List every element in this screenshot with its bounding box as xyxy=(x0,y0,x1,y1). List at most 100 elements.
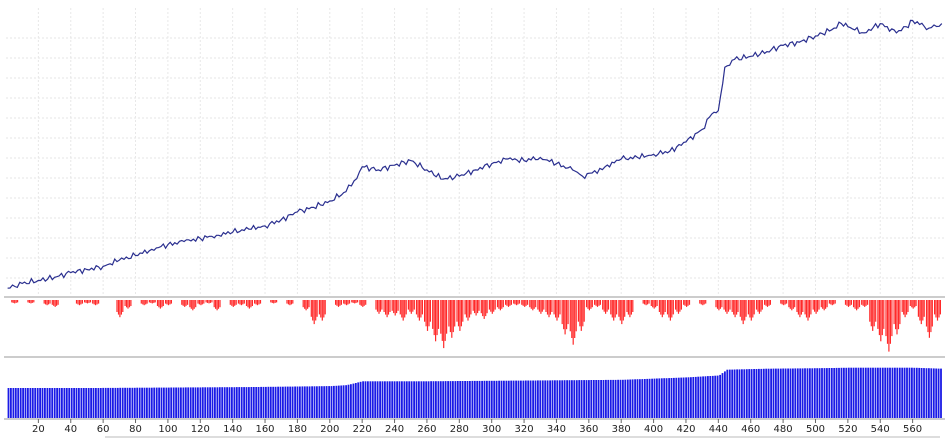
drawdown-bar xyxy=(209,300,211,303)
lots-bar xyxy=(838,367,840,418)
drawdown-bar xyxy=(401,300,403,318)
lots-bar xyxy=(510,380,513,418)
drawdown-bar xyxy=(88,300,90,303)
drawdown-bar xyxy=(428,300,430,327)
drawdown-bar xyxy=(126,300,128,308)
lots-bar xyxy=(726,369,729,418)
lots-bar xyxy=(413,381,415,418)
lots-bar xyxy=(442,381,445,418)
lots-bar xyxy=(204,387,207,418)
lots-bar xyxy=(716,375,719,418)
drawdown-bar xyxy=(618,300,620,317)
drawdown-bar xyxy=(124,300,126,306)
drawdown-bar xyxy=(412,300,414,312)
drawdown-bar xyxy=(653,300,655,309)
drawdown-bar xyxy=(648,300,650,304)
drawdown-bar xyxy=(906,300,908,315)
drawdown-bar xyxy=(826,300,828,308)
x-axis-tick-label: 380 xyxy=(612,424,631,435)
drawdown-bar xyxy=(339,300,341,306)
drawdown-bar xyxy=(925,300,928,327)
drawdown-bar xyxy=(861,300,863,305)
drawdown-bar xyxy=(465,300,468,318)
drawdown-bar xyxy=(169,300,171,305)
lots-bar xyxy=(422,381,425,418)
drawdown-bar xyxy=(895,300,897,330)
drawdown-bar xyxy=(359,300,361,305)
x-axis-tick-label: 360 xyxy=(579,424,598,435)
lots-bar xyxy=(833,368,836,418)
drawdown-bar xyxy=(95,300,97,306)
lots-bar xyxy=(908,367,911,418)
drawdown-bar xyxy=(676,300,678,312)
drawdown-bar xyxy=(444,300,446,341)
drawdown-bar xyxy=(151,300,153,304)
drawdown-bar xyxy=(418,300,420,321)
lots-bar xyxy=(364,381,367,418)
lots-bar xyxy=(376,381,379,418)
drawdown-bar xyxy=(595,300,597,306)
lots-bar xyxy=(114,387,117,418)
lots-bar xyxy=(830,368,833,418)
lots-bar xyxy=(14,388,17,418)
lots-bar xyxy=(218,387,221,418)
lots-bar xyxy=(733,369,736,418)
lots-bar xyxy=(512,380,515,418)
lots-bar xyxy=(787,368,789,418)
lots-bar xyxy=(583,380,585,418)
drawdown-bar xyxy=(379,300,381,312)
lots-bar xyxy=(767,368,770,418)
drawdown-bar xyxy=(51,300,53,305)
drawdown-bar xyxy=(421,300,423,315)
drawdown-bar xyxy=(632,300,634,312)
lots-bar xyxy=(136,387,139,418)
drawdown-bar xyxy=(658,300,660,312)
drawdown-bar xyxy=(449,300,451,333)
drawdown-bar xyxy=(575,300,577,332)
lots-bar xyxy=(95,388,97,418)
drawdown-bar xyxy=(715,300,717,308)
drawdown-bar xyxy=(780,300,782,304)
drawdown-bar xyxy=(378,300,380,314)
drawdown-bar xyxy=(591,300,593,308)
drawdown-bar xyxy=(543,300,545,310)
lots-bar xyxy=(534,380,537,418)
drawdown-bar xyxy=(474,300,476,314)
x-axis-tick-label: 180 xyxy=(288,424,307,435)
drawdown-bar xyxy=(43,300,45,304)
lots-bar xyxy=(891,367,894,418)
drawdown-bar xyxy=(624,300,626,317)
lots-bar xyxy=(337,385,340,418)
drawdown-bar xyxy=(619,300,621,321)
lots-bar xyxy=(354,383,357,418)
drawdown-bar xyxy=(541,300,543,312)
drawdown-bar xyxy=(556,300,558,321)
drawdown-bar xyxy=(899,300,901,325)
lots-bar xyxy=(541,380,544,418)
drawdown-bar xyxy=(537,300,539,310)
lots-bar xyxy=(277,386,279,418)
lots-bar xyxy=(563,380,566,418)
drawdown-bar xyxy=(606,300,608,312)
drawdown-bar xyxy=(791,300,793,311)
drawdown-bar xyxy=(688,300,691,305)
lots-bar xyxy=(311,386,313,418)
lots-bar xyxy=(731,369,734,418)
drawdown-bar xyxy=(766,300,769,307)
drawdown-bar xyxy=(889,300,891,344)
drawdown-bar xyxy=(752,300,754,318)
lots-bar xyxy=(367,381,369,418)
lots-bar xyxy=(70,388,73,418)
drawdown-bar xyxy=(324,300,326,315)
lots-bar xyxy=(418,381,420,418)
lots-bar xyxy=(476,380,479,418)
lots-bar xyxy=(112,387,114,418)
drawdown-bar xyxy=(727,300,730,312)
drawdown-bar xyxy=(529,300,531,308)
lots-bar xyxy=(843,367,845,418)
drawdown-bar xyxy=(286,300,288,304)
lots-bar xyxy=(561,380,564,418)
drawdown-bar xyxy=(828,300,830,304)
drawdown-bar xyxy=(184,300,186,307)
lots-bar xyxy=(816,368,819,418)
